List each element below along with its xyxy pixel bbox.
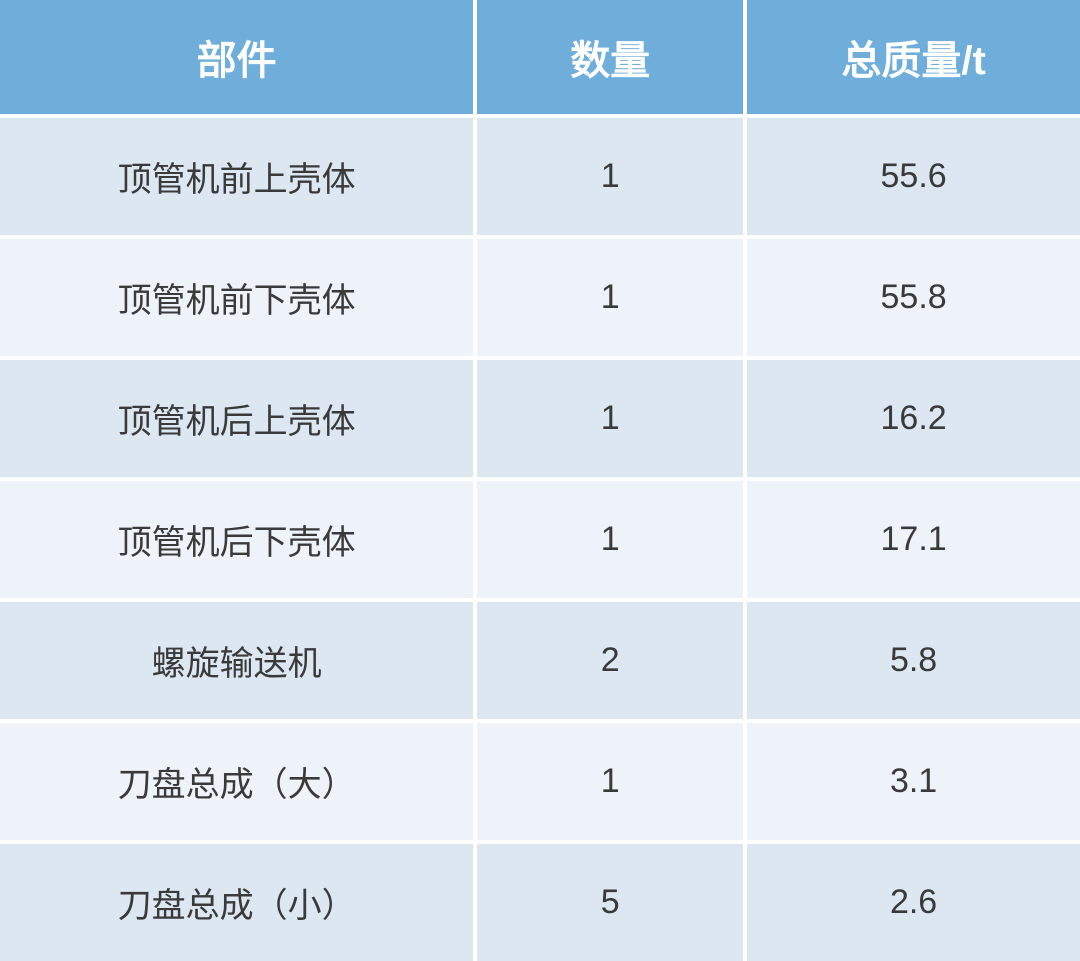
column-header-part: 部件 xyxy=(0,0,475,116)
cell-part: 顶管机前下壳体 xyxy=(0,237,475,358)
cell-mass: 55.6 xyxy=(745,116,1080,237)
cell-part: 顶管机后下壳体 xyxy=(0,479,475,600)
cell-quantity: 1 xyxy=(475,479,745,600)
table-row: 顶管机前上壳体 1 55.6 xyxy=(0,116,1080,237)
cell-mass: 2.6 xyxy=(745,842,1080,961)
column-header-mass: 总质量/t xyxy=(745,0,1080,116)
cell-quantity: 5 xyxy=(475,842,745,961)
table-row: 刀盘总成（大） 1 3.1 xyxy=(0,721,1080,842)
cell-part: 顶管机后上壳体 xyxy=(0,358,475,479)
cell-part: 顶管机前上壳体 xyxy=(0,116,475,237)
cell-mass: 16.2 xyxy=(745,358,1080,479)
cell-quantity: 1 xyxy=(475,237,745,358)
table-row: 顶管机后下壳体 1 17.1 xyxy=(0,479,1080,600)
cell-part: 刀盘总成（大） xyxy=(0,721,475,842)
cell-part: 刀盘总成（小） xyxy=(0,842,475,961)
cell-quantity: 1 xyxy=(475,116,745,237)
cell-mass: 17.1 xyxy=(745,479,1080,600)
cell-quantity: 1 xyxy=(475,358,745,479)
parts-table: 部件 数量 总质量/t 顶管机前上壳体 1 55.6 顶管机前下壳体 1 55.… xyxy=(0,0,1080,961)
table-row: 顶管机前下壳体 1 55.8 xyxy=(0,237,1080,358)
cell-mass: 5.8 xyxy=(745,600,1080,721)
table-container: 部件 数量 总质量/t 顶管机前上壳体 1 55.6 顶管机前下壳体 1 55.… xyxy=(0,0,1080,885)
cell-part: 螺旋输送机 xyxy=(0,600,475,721)
cell-quantity: 1 xyxy=(475,721,745,842)
table-row: 螺旋输送机 2 5.8 xyxy=(0,600,1080,721)
table-header-row: 部件 数量 总质量/t xyxy=(0,0,1080,116)
table-row: 顶管机后上壳体 1 16.2 xyxy=(0,358,1080,479)
column-header-quantity: 数量 xyxy=(475,0,745,116)
cell-mass: 3.1 xyxy=(745,721,1080,842)
cell-quantity: 2 xyxy=(475,600,745,721)
table-row: 刀盘总成（小） 5 2.6 xyxy=(0,842,1080,961)
cell-mass: 55.8 xyxy=(745,237,1080,358)
